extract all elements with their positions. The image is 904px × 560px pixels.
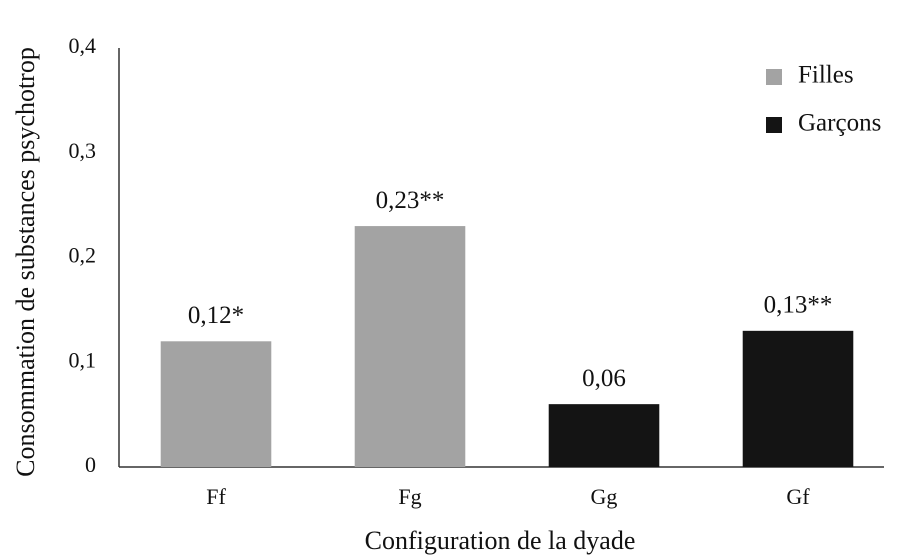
value-label: 0,12* [188, 302, 244, 329]
x-tick-label: Ff [206, 484, 226, 509]
value-label: 0,06 [582, 365, 626, 392]
x-tick-label: Gg [591, 484, 618, 509]
y-tick-label: 0,3 [69, 138, 97, 163]
y-axis-label: Consommation de substances psychotrop [11, 47, 40, 477]
value-label: 0,13** [764, 292, 833, 319]
legend-label: Garçons [798, 110, 881, 137]
bar [548, 404, 660, 467]
y-tick-label: 0,1 [69, 347, 97, 372]
bar [742, 330, 854, 467]
bar [160, 341, 272, 467]
y-tick-label: 0,2 [69, 243, 97, 268]
legend-swatch [766, 117, 782, 133]
x-axis-label: Configuration de la dyade [365, 526, 636, 555]
legend-swatch [766, 69, 782, 85]
x-tick-label: Fg [398, 484, 421, 509]
y-tick-label: 0,4 [69, 33, 97, 58]
legend-label: Filles [798, 62, 854, 89]
value-label: 0,23** [376, 187, 445, 214]
y-tick-label: 0 [85, 452, 96, 477]
bar [354, 226, 466, 467]
x-tick-label: Gf [786, 484, 810, 509]
